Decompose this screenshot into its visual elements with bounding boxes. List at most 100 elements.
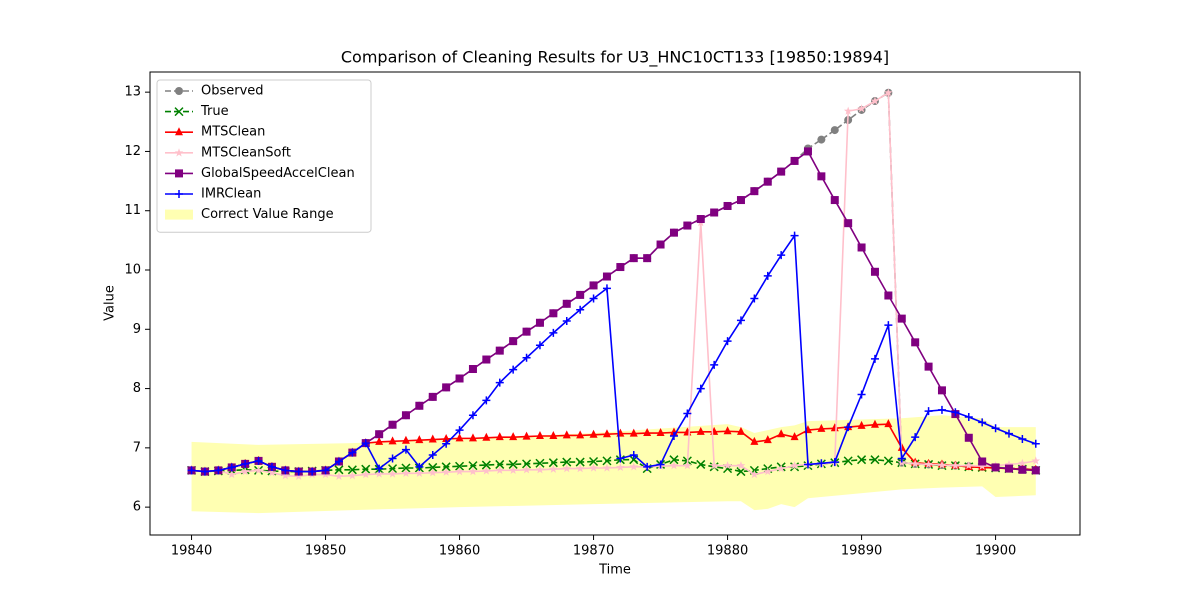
marker bbox=[857, 243, 866, 252]
legend-label: IMRClean bbox=[201, 187, 261, 202]
legend-label: Observed bbox=[201, 84, 264, 99]
marker bbox=[710, 208, 719, 217]
marker bbox=[348, 448, 357, 457]
marker bbox=[817, 172, 826, 181]
marker bbox=[442, 439, 451, 448]
marker bbox=[883, 456, 893, 466]
marker bbox=[468, 411, 477, 420]
marker bbox=[977, 461, 987, 470]
marker bbox=[562, 316, 571, 325]
marker bbox=[910, 459, 920, 468]
marker bbox=[401, 468, 411, 477]
marker bbox=[374, 469, 384, 478]
marker bbox=[308, 467, 317, 476]
marker bbox=[616, 462, 625, 472]
marker bbox=[495, 432, 504, 441]
legend-label: MTSClean bbox=[201, 125, 265, 140]
marker bbox=[509, 432, 518, 441]
marker bbox=[294, 467, 303, 476]
y-tick-label: 7 bbox=[133, 440, 141, 455]
legend-swatch bbox=[165, 209, 193, 220]
marker bbox=[334, 471, 344, 480]
marker bbox=[481, 460, 491, 470]
marker bbox=[777, 429, 786, 438]
value-range-band bbox=[191, 415, 1036, 514]
marker bbox=[428, 392, 437, 401]
marker bbox=[175, 169, 183, 178]
marker bbox=[803, 460, 812, 469]
marker bbox=[548, 458, 558, 468]
marker bbox=[736, 467, 746, 477]
marker bbox=[870, 455, 880, 465]
marker bbox=[388, 420, 397, 429]
marker bbox=[937, 405, 946, 414]
marker bbox=[870, 96, 880, 105]
marker bbox=[683, 461, 692, 470]
y-tick-label: 6 bbox=[133, 500, 141, 515]
marker bbox=[709, 461, 719, 470]
marker bbox=[281, 471, 290, 480]
marker bbox=[616, 263, 625, 272]
marker bbox=[509, 365, 518, 374]
marker bbox=[495, 378, 504, 387]
marker bbox=[736, 196, 745, 205]
marker bbox=[589, 463, 598, 472]
marker bbox=[522, 459, 532, 469]
marker bbox=[629, 254, 638, 263]
marker bbox=[562, 464, 572, 473]
marker bbox=[575, 464, 585, 473]
marker bbox=[455, 433, 464, 442]
marker bbox=[790, 231, 799, 240]
marker bbox=[884, 88, 893, 97]
marker bbox=[750, 187, 759, 196]
marker bbox=[669, 461, 679, 470]
marker bbox=[428, 434, 437, 443]
marker bbox=[508, 465, 518, 475]
marker bbox=[870, 419, 879, 428]
marker bbox=[347, 465, 357, 475]
marker bbox=[723, 337, 732, 346]
marker bbox=[964, 433, 973, 442]
marker bbox=[468, 365, 477, 374]
marker bbox=[710, 360, 719, 369]
marker bbox=[1018, 458, 1027, 467]
marker bbox=[576, 430, 585, 439]
marker bbox=[911, 433, 920, 442]
marker bbox=[776, 464, 786, 473]
marker bbox=[643, 428, 652, 437]
y-tick-label: 9 bbox=[133, 322, 141, 337]
marker bbox=[669, 455, 679, 465]
marker bbox=[227, 463, 236, 472]
marker bbox=[375, 464, 384, 473]
marker bbox=[884, 291, 893, 300]
marker bbox=[1018, 465, 1027, 474]
marker bbox=[643, 254, 652, 263]
marker bbox=[441, 462, 451, 472]
marker bbox=[509, 337, 518, 346]
series-line bbox=[191, 91, 1036, 478]
marker bbox=[629, 428, 638, 437]
marker bbox=[522, 327, 531, 336]
marker bbox=[508, 459, 518, 469]
marker bbox=[750, 294, 759, 303]
marker bbox=[549, 328, 558, 337]
marker bbox=[522, 465, 531, 474]
marker bbox=[535, 430, 544, 439]
marker bbox=[200, 467, 209, 476]
marker bbox=[763, 467, 773, 476]
marker bbox=[991, 424, 1000, 433]
marker bbox=[843, 106, 853, 115]
marker bbox=[241, 459, 250, 468]
marker bbox=[817, 423, 826, 432]
marker bbox=[375, 436, 384, 445]
marker bbox=[750, 470, 759, 479]
series-line bbox=[191, 233, 1037, 473]
marker bbox=[723, 461, 732, 470]
series-line bbox=[191, 458, 1036, 473]
marker bbox=[870, 354, 879, 363]
marker bbox=[482, 396, 491, 405]
marker bbox=[442, 433, 451, 442]
marker bbox=[643, 462, 652, 471]
marker bbox=[629, 450, 638, 459]
marker bbox=[388, 454, 397, 463]
